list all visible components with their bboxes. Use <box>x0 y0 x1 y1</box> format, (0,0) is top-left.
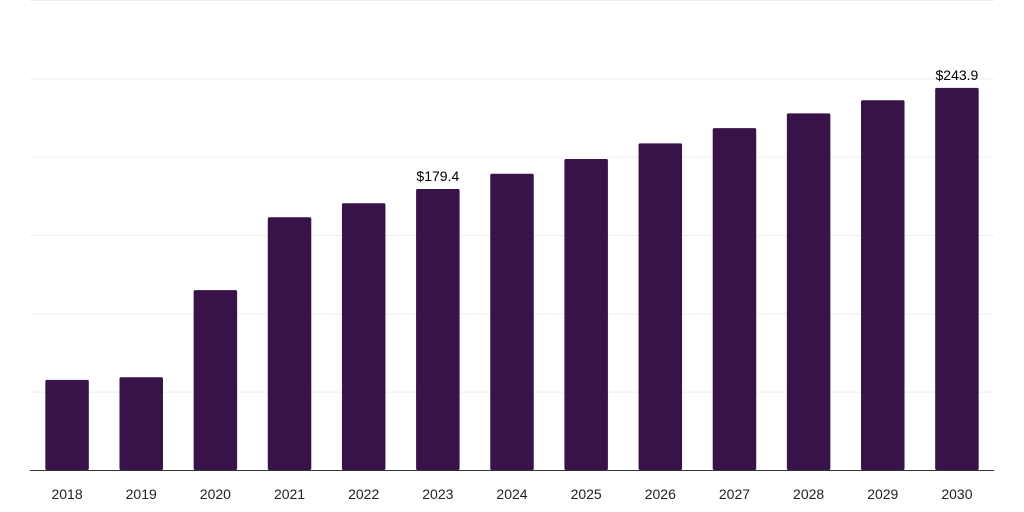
data-label-2030: $243.9 <box>936 67 979 83</box>
bar-2019 <box>119 377 163 470</box>
x-tick-label-2020: 2020 <box>200 486 231 502</box>
x-tick-label-2023: 2023 <box>422 486 453 502</box>
bar-2024 <box>490 173 534 470</box>
x-tick-label-2029: 2029 <box>867 486 898 502</box>
bar-2027 <box>712 128 757 471</box>
x-tick-label-2028: 2028 <box>793 486 824 502</box>
bar-2025 <box>564 159 608 470</box>
x-tick-label-2018: 2018 <box>51 486 82 502</box>
x-tick-label-2027: 2027 <box>719 486 750 502</box>
bars <box>45 87 979 471</box>
bar-2023 <box>416 188 460 470</box>
x-axis-tick-labels: 2018 2019 2020 2021 2022 2023 2024 2025 2026 2027… <box>51 486 972 502</box>
bar-2029 <box>861 100 905 471</box>
bar-2021 <box>267 217 312 470</box>
bar-2018 <box>45 379 89 470</box>
x-tick-label-2019: 2019 <box>126 486 157 502</box>
bar-2020 <box>193 290 238 470</box>
x-tick-label-2024: 2024 <box>496 486 527 502</box>
bar-2022 <box>341 203 386 471</box>
bar-2028 <box>786 113 831 470</box>
bar-2030 <box>935 87 979 470</box>
x-tick-label-2021: 2021 <box>274 486 305 502</box>
data-labels: $179.4 $243.9 <box>416 67 978 184</box>
x-tick-label-2022: 2022 <box>348 486 379 502</box>
x-tick-label-2026: 2026 <box>645 486 676 502</box>
bar-2026 <box>638 143 683 470</box>
x-tick-label-2030: 2030 <box>941 486 972 502</box>
data-label-2023: $179.4 <box>416 168 459 184</box>
x-tick-label-2025: 2025 <box>571 486 602 502</box>
